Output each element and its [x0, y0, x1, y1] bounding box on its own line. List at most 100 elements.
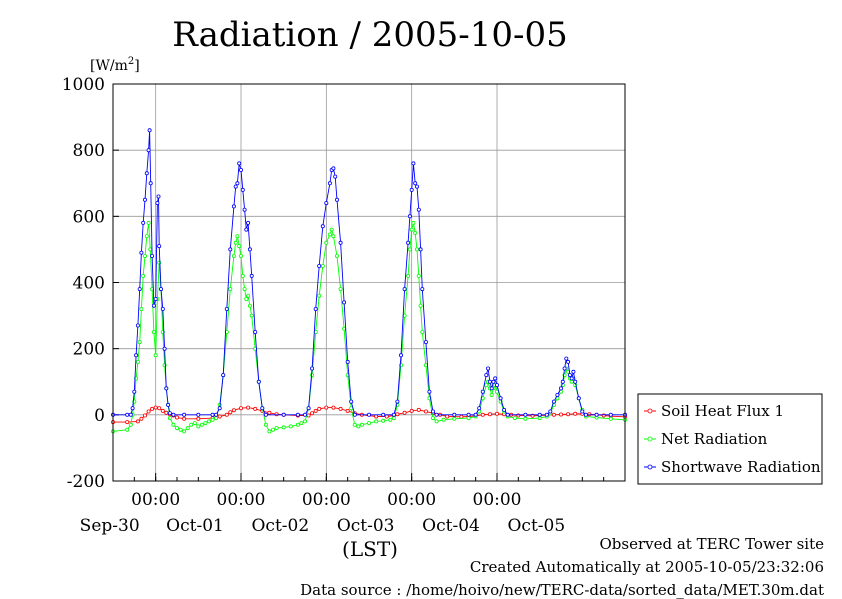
data-point: [174, 426, 179, 431]
data-point: [487, 412, 492, 417]
data-point: [256, 379, 261, 384]
data-point: [199, 422, 204, 427]
data-point: [247, 303, 252, 308]
data-point: [151, 330, 156, 335]
data-point: [221, 373, 226, 378]
data-point: [153, 296, 158, 301]
data-point: [144, 234, 149, 239]
x-date-label: Sep-30: [80, 516, 140, 536]
legend-swatch-marker: [647, 408, 653, 414]
data-point: [416, 207, 421, 212]
data-point: [146, 409, 151, 414]
data-point: [206, 419, 211, 424]
data-point: [210, 417, 215, 422]
data-point: [391, 416, 396, 421]
data-point: [366, 412, 371, 417]
data-point: [295, 412, 300, 417]
data-point: [235, 234, 240, 239]
data-point: [430, 416, 435, 421]
data-point: [374, 419, 379, 424]
data-point: [356, 424, 361, 429]
data-point: [238, 167, 243, 172]
data-point: [137, 287, 142, 292]
data-point: [324, 405, 329, 410]
data-point: [489, 386, 494, 391]
data-point: [189, 422, 194, 427]
data-point: [137, 340, 142, 345]
data-point: [329, 227, 334, 232]
data-point: [384, 414, 389, 419]
data-point: [381, 412, 386, 417]
data-point: [576, 396, 581, 401]
data-point: [313, 408, 318, 413]
data-point: [342, 300, 347, 305]
y-tick-label: -200: [67, 472, 105, 492]
data-point: [240, 273, 245, 278]
data-point: [228, 247, 233, 252]
data-point: [302, 412, 307, 417]
data-point: [281, 425, 286, 430]
data-point: [608, 412, 613, 417]
data-point: [583, 412, 588, 417]
data-point: [484, 373, 489, 378]
data-point: [182, 416, 187, 421]
data-point: [231, 408, 236, 413]
data-point: [327, 181, 332, 186]
data-point: [246, 293, 251, 298]
data-point: [263, 412, 268, 417]
data-point: [567, 373, 572, 378]
data-point: [494, 383, 499, 388]
legend-label: Net Radiation: [661, 430, 768, 448]
data-point: [142, 253, 147, 258]
data-point: [153, 353, 158, 358]
x-date-label: Oct-01: [166, 516, 224, 536]
data-point: [246, 405, 251, 410]
data-point: [306, 406, 311, 411]
x-time-label: 00:00: [131, 490, 180, 510]
data-point: [359, 422, 364, 427]
data-point: [196, 424, 201, 429]
data-point: [130, 406, 135, 411]
data-point: [409, 187, 414, 192]
data-point: [502, 407, 507, 412]
data-point: [162, 346, 167, 351]
data-point: [253, 406, 258, 411]
data-point: [366, 421, 371, 426]
data-point: [324, 201, 329, 206]
data-point: [338, 287, 343, 292]
data-point: [452, 416, 457, 421]
data-point: [139, 306, 144, 311]
footer-site: Observed at TERC Tower site: [599, 535, 824, 553]
data-point: [559, 412, 564, 417]
data-point: [142, 197, 147, 202]
x-date-label: Oct-03: [337, 516, 395, 536]
data-point: [146, 148, 151, 153]
data-point: [185, 426, 190, 431]
data-point: [203, 421, 208, 426]
data-point: [333, 174, 338, 179]
data-point: [512, 416, 517, 421]
data-point: [231, 253, 236, 258]
data-point: [132, 389, 137, 394]
data-point: [151, 303, 156, 308]
data-point: [559, 386, 564, 391]
data-point: [423, 409, 428, 414]
legend-box: [637, 393, 823, 485]
data-point: [537, 416, 542, 421]
data-point: [274, 412, 279, 417]
data-point: [580, 409, 585, 414]
data-point: [244, 227, 249, 232]
data-point: [569, 376, 574, 381]
x-date-label: Oct-02: [251, 516, 309, 536]
data-point: [484, 383, 489, 388]
data-point: [139, 416, 144, 421]
data-point: [560, 379, 565, 384]
x-date-label: Oct-04: [422, 516, 480, 536]
data-point: [466, 416, 471, 421]
data-point: [148, 181, 153, 186]
data-point: [192, 421, 197, 426]
data-point: [157, 244, 162, 249]
data-point: [270, 427, 275, 432]
x-time-label: 00:00: [302, 490, 351, 510]
data-point: [233, 184, 238, 189]
